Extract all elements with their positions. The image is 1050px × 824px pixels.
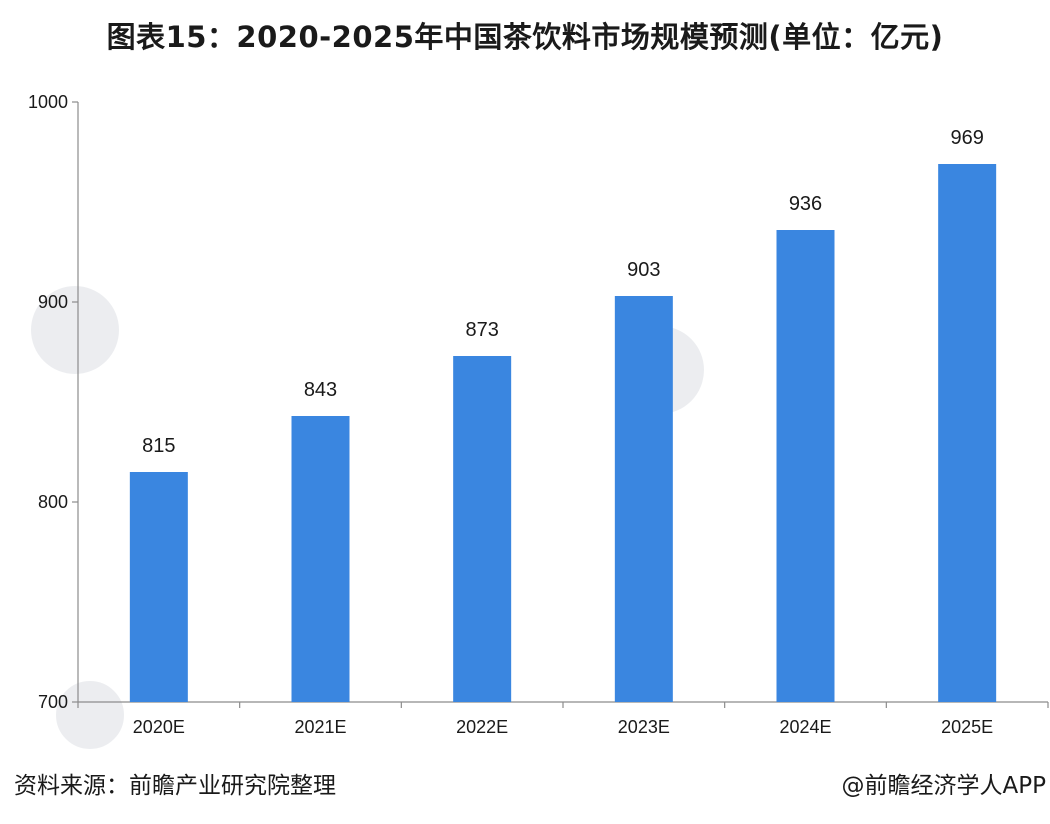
y-tick-label: 800 xyxy=(38,492,68,512)
bar-value-label: 843 xyxy=(304,379,337,401)
x-tick-label: 2021E xyxy=(294,717,346,737)
bar xyxy=(614,296,673,702)
x-tick-label: 2024E xyxy=(779,717,831,737)
source-note: 资料来源：前瞻产业研究院整理 xyxy=(14,773,336,799)
y-axis-ticks: 700 800 900 1000 xyxy=(28,92,78,712)
x-tick-label: 2025E xyxy=(941,717,993,737)
chart-axes xyxy=(77,102,1048,703)
bar xyxy=(938,164,997,702)
x-tick-label: 2020E xyxy=(133,717,185,737)
bar-value-label: 969 xyxy=(950,127,983,149)
bar-value-label: 873 xyxy=(465,319,498,341)
x-axis-ticks: 2020E 2021E 2022E 2023E 2024E 2025E xyxy=(77,702,1049,737)
bar xyxy=(291,416,350,702)
chart-title: 图表15：2020-2025年中国茶饮料市场规模预测(单位：亿元) xyxy=(106,20,944,54)
bar-value-label: 903 xyxy=(627,259,660,281)
x-tick-label: 2022E xyxy=(456,717,508,737)
bar xyxy=(129,472,188,702)
bar xyxy=(453,356,512,702)
y-tick-label: 700 xyxy=(38,692,68,712)
bar-value-label: 815 xyxy=(142,435,175,457)
bar-value-label: 936 xyxy=(789,193,822,215)
credit-note: @前瞻经济学人APP xyxy=(841,773,1046,799)
bar-series xyxy=(129,164,997,702)
bar xyxy=(776,230,835,702)
y-tick-label: 1000 xyxy=(28,92,68,112)
data-labels: 815 843 873 903 936 969 xyxy=(142,127,984,457)
x-tick-label: 2023E xyxy=(618,717,670,737)
y-tick-label: 900 xyxy=(38,292,68,312)
